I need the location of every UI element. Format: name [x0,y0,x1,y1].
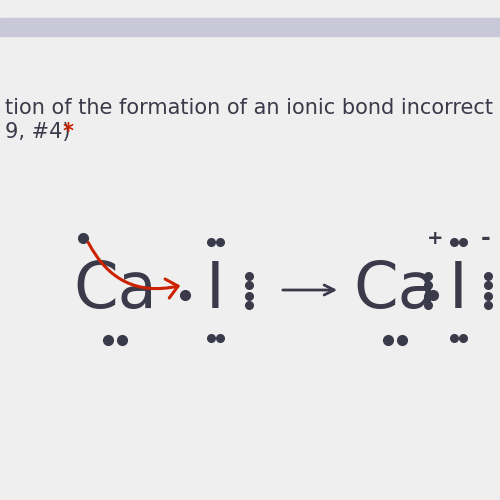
Text: 9, #4): 9, #4) [5,122,77,142]
Bar [0,18,500,36]
Text: -: - [481,226,491,250]
Text: I: I [448,259,468,321]
Text: *: * [63,122,74,142]
Text: Ca: Ca [353,259,437,321]
Text: tion of the formation of an ionic bond incorrect: tion of the formation of an ionic bond i… [5,98,493,118]
Text: +: + [427,228,444,248]
Text: I: I [206,259,225,321]
FancyArrowPatch shape [88,242,178,298]
Text: Ca: Ca [73,259,157,321]
